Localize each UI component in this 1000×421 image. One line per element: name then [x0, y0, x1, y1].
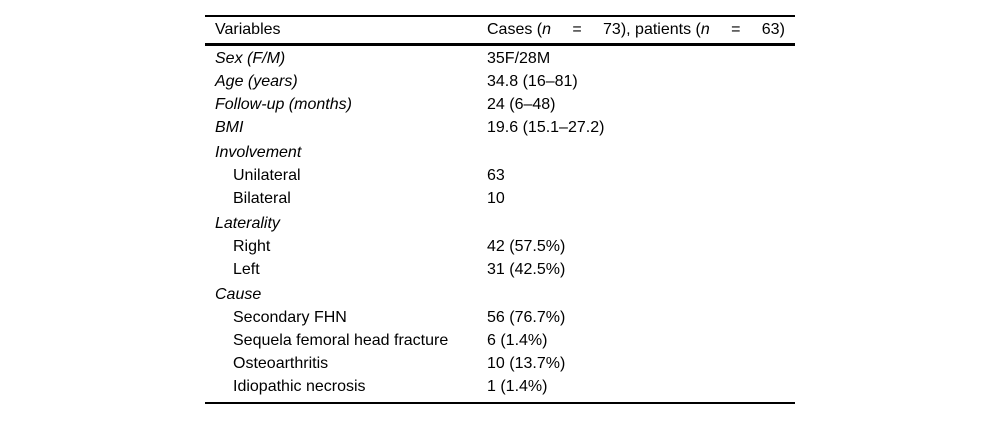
table-body: Sex (F/M) 35F/28M Age (years) 34.8 (16–8… [205, 46, 795, 402]
table-row: Sex (F/M) 35F/28M [205, 47, 795, 70]
table-row: Left 31 (42.5%) [205, 258, 795, 281]
table-row: Cause [205, 283, 795, 306]
row-value: 1 (1.4%) [487, 377, 548, 395]
cases-header-text: Cases ( [487, 21, 543, 38]
row-label: BMI [215, 118, 244, 136]
closing-paren: ) [779, 21, 785, 38]
patients-header-text: ), patients ( [620, 21, 701, 38]
column-header-variables: Variables [215, 21, 281, 38]
row-value: 35F/28M [487, 49, 551, 67]
row-label: Left [233, 260, 260, 278]
table-row: Unilateral 63 [205, 164, 795, 187]
table-row: Right 42 (57.5%) [205, 235, 795, 258]
table-row: Secondary FHN 56 (76.7%) [205, 306, 795, 329]
cases-n-symbol: n [542, 21, 552, 38]
table-row: Osteoarthritis 10 (13.7%) [205, 352, 795, 375]
row-label: Follow-up (months) [215, 95, 352, 113]
table-row: Sequela femoral head fracture 6 (1.4%) [205, 329, 795, 352]
row-label: Right [233, 237, 271, 255]
equals-sign: = [572, 21, 582, 38]
row-value: 34.8 (16–81) [487, 72, 578, 90]
row-label: Laterality [215, 214, 280, 232]
row-label: Cause [215, 285, 262, 303]
table-row: Age (years) 34.8 (16–81) [205, 70, 795, 93]
row-value: 10 [487, 189, 505, 207]
table-row: Bilateral 10 [205, 187, 795, 210]
row-value: 10 (13.7%) [487, 354, 566, 372]
cases-count: 73 [603, 21, 621, 38]
table-row: Involvement [205, 141, 795, 164]
patients-n-symbol: n [700, 21, 710, 38]
row-value: 31 (42.5%) [487, 260, 566, 278]
table-header-row: Variables Cases (n = 73), patients (n = 63) [205, 17, 795, 46]
patients-count: 63 [761, 21, 780, 38]
row-label: Bilateral [233, 189, 291, 207]
row-label: Sex (F/M) [215, 49, 286, 67]
column-header-cases: Cases (n = 73), patients (n = 63) [487, 21, 795, 39]
row-value: 24 (6–48) [487, 95, 556, 113]
row-value: 19.6 (15.1–27.2) [487, 118, 605, 136]
table-row: Idiopathic necrosis 1 (1.4%) [205, 375, 795, 398]
row-label: Involvement [215, 143, 302, 161]
row-value: 42 (57.5%) [487, 237, 566, 255]
row-label: Secondary FHN [233, 308, 347, 326]
row-value: 6 (1.4%) [487, 331, 548, 349]
row-label: Idiopathic necrosis [233, 377, 366, 395]
row-value: 63 [487, 166, 505, 184]
row-value: 56 (76.7%) [487, 308, 566, 326]
patient-demographics-table: Variables Cases (n = 73), patients (n = 63) … [205, 15, 795, 404]
row-label: Age (years) [215, 72, 298, 90]
row-label: Osteoarthritis [233, 354, 329, 372]
table-row: BMI 19.6 (15.1–27.2) [205, 116, 795, 139]
equals-sign: = [731, 21, 741, 38]
row-label: Sequela femoral head fracture [233, 331, 449, 349]
table-row: Laterality [205, 212, 795, 235]
row-label: Unilateral [233, 166, 301, 184]
table-row: Follow-up (months) 24 (6–48) [205, 93, 795, 116]
